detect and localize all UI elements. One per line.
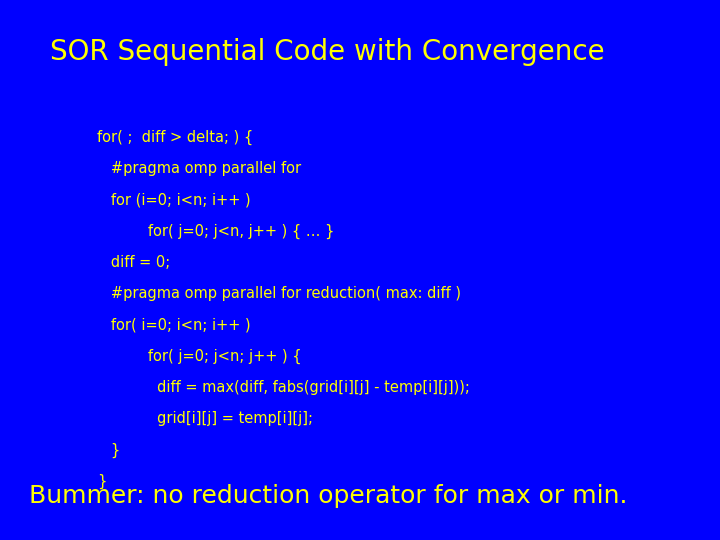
- Text: for( j=0; j<n; j++ ) {: for( j=0; j<n; j++ ) {: [97, 349, 302, 364]
- Text: for( j=0; j<n, j++ ) { … }: for( j=0; j<n, j++ ) { … }: [97, 224, 335, 239]
- Text: diff = 0;: diff = 0;: [97, 255, 171, 270]
- Text: #pragma omp parallel for reduction( max: diff ): #pragma omp parallel for reduction( max:…: [97, 286, 462, 301]
- Text: for( i=0; i<n; i++ ): for( i=0; i<n; i++ ): [97, 318, 251, 333]
- Text: #pragma omp parallel for: #pragma omp parallel for: [97, 161, 302, 176]
- Text: Bummer: no reduction operator for max or min.: Bummer: no reduction operator for max or…: [29, 484, 627, 508]
- Text: grid[i][j] = temp[i][j];: grid[i][j] = temp[i][j];: [97, 411, 313, 427]
- Text: }: }: [97, 443, 120, 458]
- Text: SOR Sequential Code with Convergence: SOR Sequential Code with Convergence: [50, 38, 605, 66]
- Text: diff = max(diff, fabs(grid[i][j] - temp[i][j]));: diff = max(diff, fabs(grid[i][j] - temp[…: [97, 380, 470, 395]
- Text: for (i=0; i<n; i++ ): for (i=0; i<n; i++ ): [97, 192, 251, 207]
- Text: }: }: [97, 474, 107, 489]
- Text: for( ;  diff > delta; ) {: for( ; diff > delta; ) {: [97, 130, 253, 145]
